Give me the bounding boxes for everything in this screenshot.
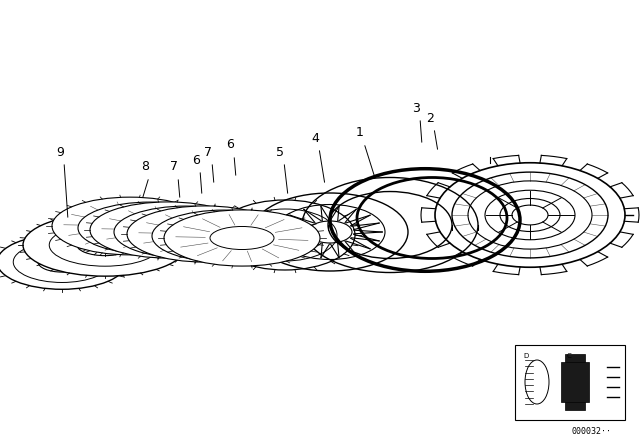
Text: 7: 7 [204,146,212,159]
Text: 1: 1 [356,126,364,139]
Text: 3: 3 [412,102,420,115]
Bar [565,354,585,362]
Text: 7: 7 [170,160,178,173]
Text: 000032··: 000032·· [572,427,612,436]
Text: D: D [523,353,528,359]
Ellipse shape [164,210,320,266]
Ellipse shape [52,197,208,255]
Ellipse shape [114,206,258,258]
Ellipse shape [127,206,283,262]
Text: 8: 8 [141,160,149,173]
Ellipse shape [90,202,246,258]
Ellipse shape [152,210,296,262]
Bar [515,345,625,420]
Bar [561,362,589,402]
Text: 9: 9 [56,146,64,159]
Text: 5: 5 [276,146,284,159]
Text: 6: 6 [192,154,200,167]
Text: C: C [567,353,572,359]
Ellipse shape [0,235,127,289]
Bar [565,402,585,410]
Text: 2: 2 [426,112,434,125]
Ellipse shape [78,202,222,254]
Text: 6: 6 [226,138,234,151]
Ellipse shape [23,214,187,276]
Text: 4: 4 [311,132,319,145]
